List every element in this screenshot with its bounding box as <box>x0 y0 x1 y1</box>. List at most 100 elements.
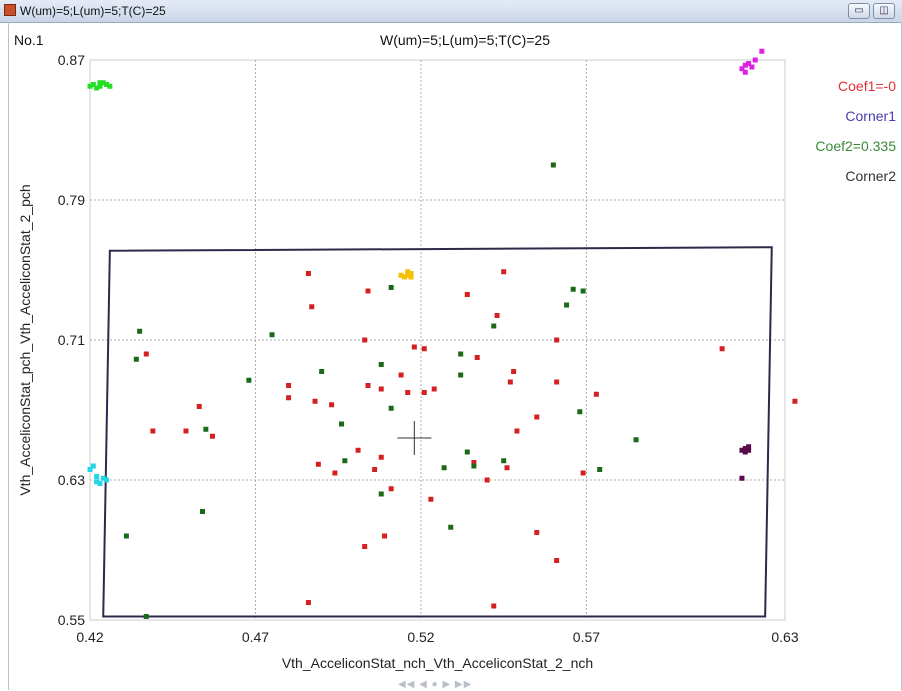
data-point <box>501 269 507 275</box>
y-tick-label: 0.71 <box>58 332 85 348</box>
data-point <box>365 288 371 294</box>
data-point <box>378 362 384 367</box>
data-point <box>97 83 103 89</box>
data-point <box>633 437 639 443</box>
data-point <box>405 390 411 395</box>
plot-area <box>89 59 786 621</box>
data-point <box>554 379 560 385</box>
data-point <box>464 449 470 455</box>
data-point <box>511 369 517 374</box>
data-point <box>577 409 583 415</box>
data-point <box>471 460 477 465</box>
data-point <box>458 351 464 357</box>
legend-coef1: Coef1=-0 <box>838 78 896 94</box>
data-point <box>372 467 378 472</box>
data-point <box>97 80 103 86</box>
data-point <box>484 477 490 483</box>
data-point <box>746 61 752 66</box>
data-point <box>94 85 100 91</box>
data-point <box>143 351 149 357</box>
x-tick-label: 0.63 <box>771 629 798 645</box>
y-tick-label: 0.79 <box>58 192 85 208</box>
data-point <box>269 332 275 338</box>
y-axis-label: Vth_AcceliconStat_pch_Vth_AcceliconStat_… <box>17 184 33 495</box>
data-point <box>137 328 143 334</box>
data-point <box>143 614 149 619</box>
data-point <box>123 533 129 539</box>
data-point <box>491 603 497 609</box>
data-point <box>570 286 576 292</box>
data-point <box>554 337 560 343</box>
data-point <box>593 391 599 397</box>
data-point <box>739 66 745 72</box>
data-point <box>378 386 384 392</box>
boundary-polygon <box>102 246 773 618</box>
data-point <box>94 474 100 479</box>
data-point <box>355 447 361 453</box>
data-point <box>719 346 725 352</box>
data-point <box>388 285 394 290</box>
restore-icon[interactable]: ◫ <box>873 3 895 19</box>
data-point <box>580 470 586 476</box>
data-point <box>87 467 93 472</box>
data-point <box>749 64 755 70</box>
data-point <box>286 395 292 401</box>
data-point <box>398 272 404 278</box>
data-point <box>107 83 113 89</box>
data-point <box>305 271 311 276</box>
data-point <box>739 447 745 453</box>
data-point <box>742 69 748 75</box>
data-point <box>507 379 513 385</box>
data-point <box>305 600 311 605</box>
data-point <box>471 463 477 469</box>
data-point <box>382 533 388 539</box>
data-point <box>428 496 434 502</box>
data-point <box>411 344 417 350</box>
data-point <box>365 383 371 388</box>
data-point <box>309 304 315 310</box>
data-point <box>534 414 540 420</box>
legend-coef2: Coef2=0.335 <box>815 138 896 154</box>
data-point <box>342 458 348 464</box>
data-point <box>792 398 798 404</box>
data-point <box>534 530 540 535</box>
data-point <box>312 398 318 404</box>
legend-corner1: Corner1 <box>845 108 896 124</box>
data-point <box>339 421 345 427</box>
data-point <box>183 428 189 434</box>
data-point <box>90 82 96 87</box>
data-point <box>408 274 414 280</box>
data-point <box>564 302 570 308</box>
data-point <box>319 369 325 374</box>
data-point <box>742 446 748 451</box>
data-point <box>100 80 106 86</box>
data-point <box>94 479 100 485</box>
data-point <box>501 458 507 464</box>
data-point <box>332 470 338 476</box>
chart-title: W(um)=5;L(um)=5;T(C)=25 <box>380 32 550 48</box>
data-point <box>401 274 407 280</box>
data-point <box>597 467 603 472</box>
minimize-icon[interactable]: ▭ <box>848 3 870 19</box>
data-point <box>421 346 427 352</box>
data-point <box>398 372 404 378</box>
data-point <box>464 292 470 297</box>
data-point <box>504 465 510 471</box>
data-point <box>362 544 368 549</box>
plot-number: No.1 <box>14 32 44 48</box>
data-point <box>329 402 335 408</box>
page-nav-icons[interactable]: ◀◀ ◀ ● ▶ ▶▶ <box>398 679 473 690</box>
x-tick-label: 0.52 <box>407 629 434 645</box>
data-point <box>441 465 447 471</box>
data-point <box>448 524 454 530</box>
data-point <box>378 491 384 497</box>
data-point <box>408 271 414 276</box>
data-point <box>203 426 209 432</box>
x-tick-label: 0.42 <box>76 629 103 645</box>
data-point <box>97 481 103 486</box>
data-point <box>554 558 560 563</box>
x-tick-label: 0.57 <box>573 629 600 645</box>
data-point <box>133 356 139 362</box>
data-point <box>550 162 556 168</box>
